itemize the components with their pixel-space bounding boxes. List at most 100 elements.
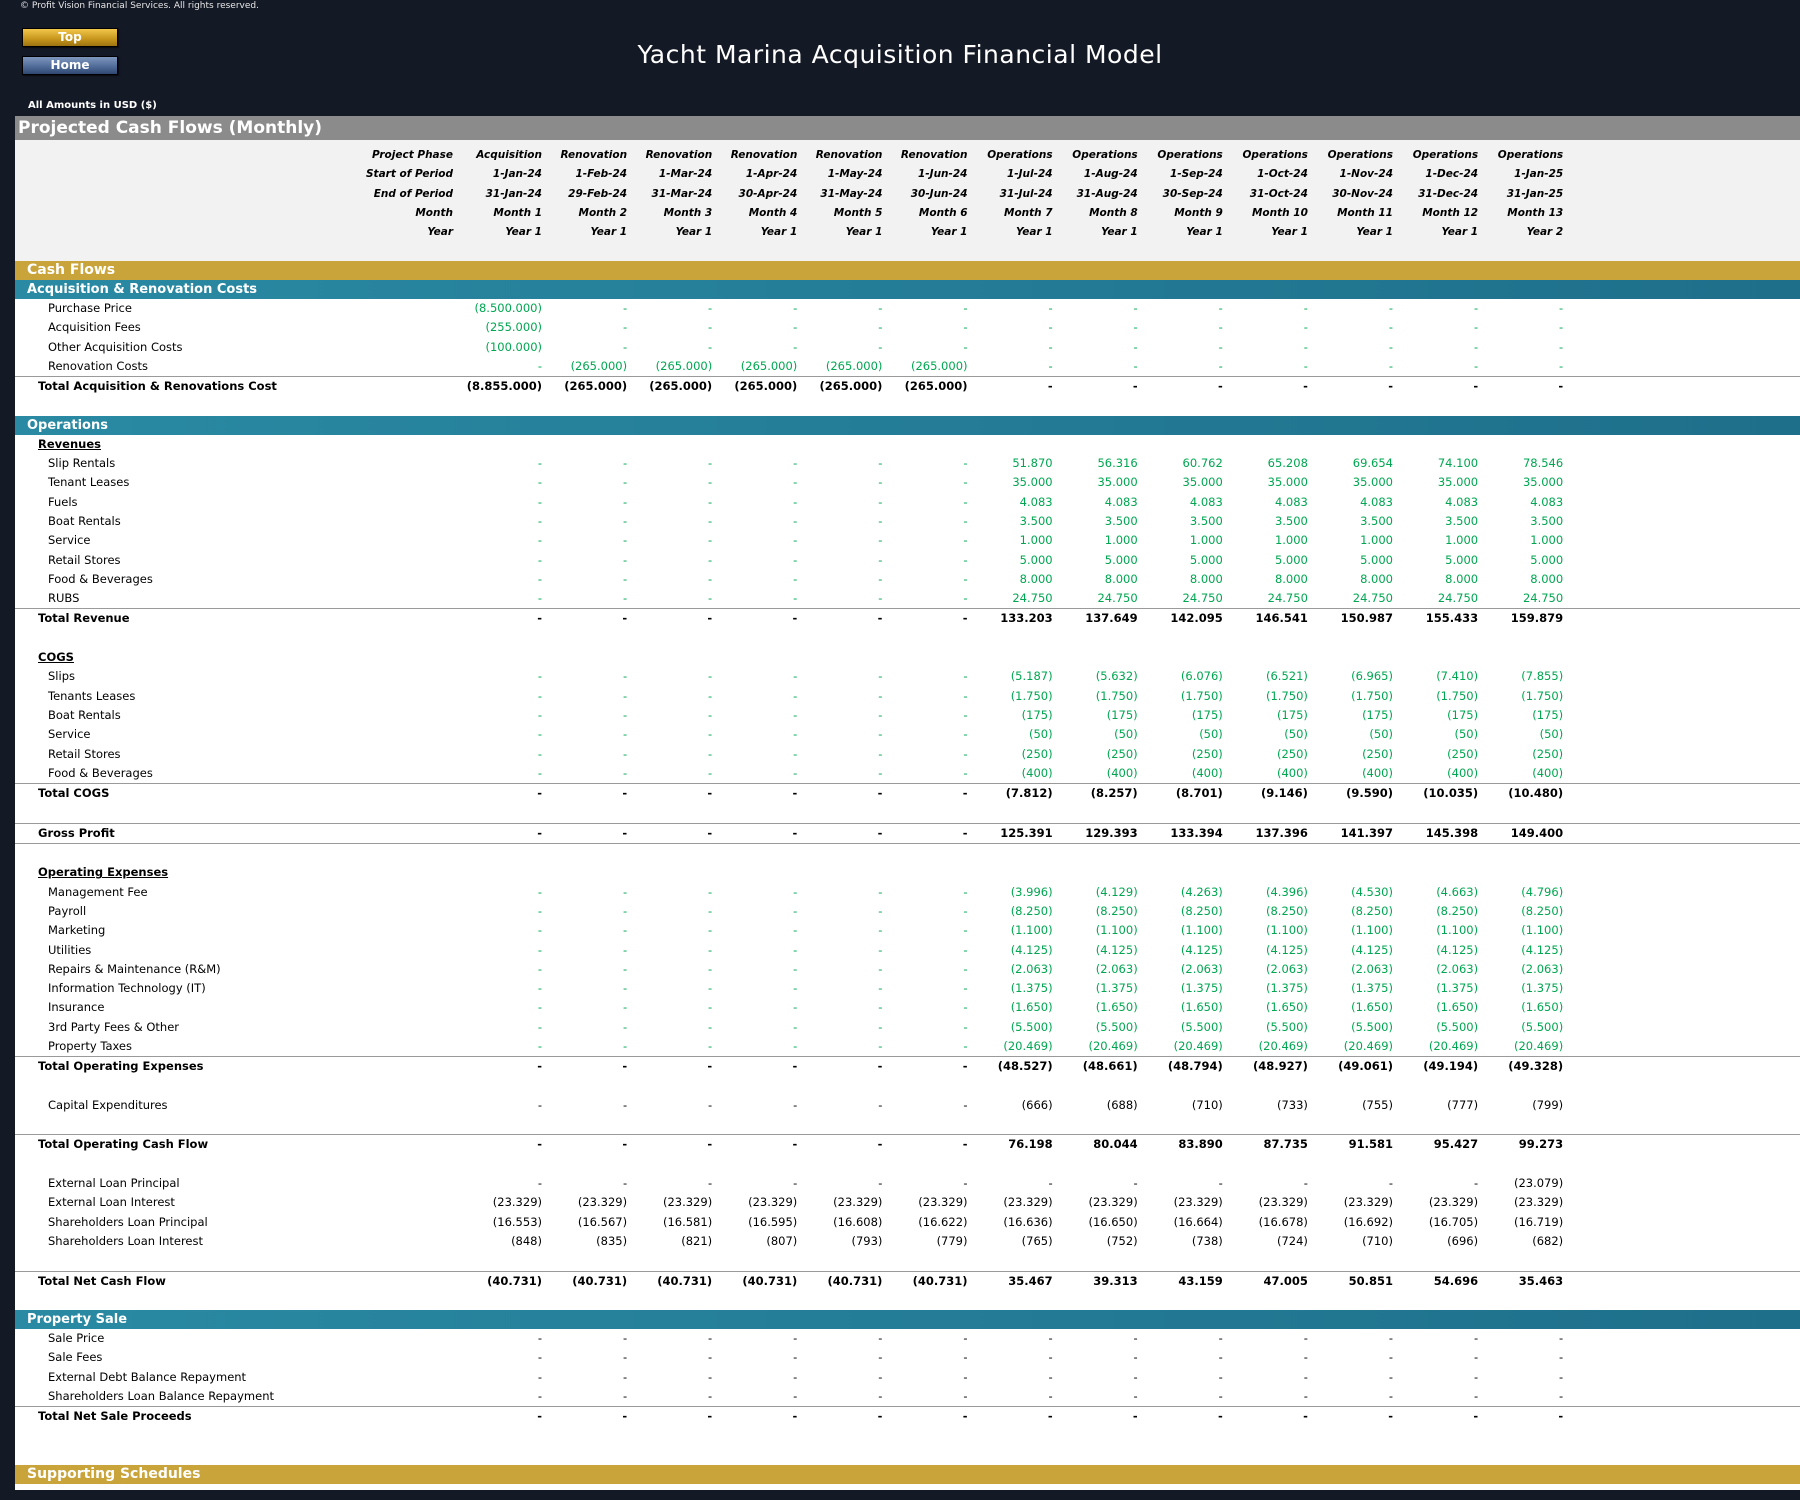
value-cell: - xyxy=(1133,1331,1138,1346)
value-cell: - xyxy=(537,1097,542,1112)
value-cell: 24.750 xyxy=(1182,591,1223,606)
value-cell: 3.500 xyxy=(1360,513,1393,528)
value-cell: (2.063) xyxy=(1351,961,1393,976)
value-cell: (16.692) xyxy=(1343,1214,1393,1229)
value-cell: - xyxy=(622,533,628,548)
value-cell: - xyxy=(537,475,542,490)
value-cell: 142.095 xyxy=(1170,611,1223,626)
value-cell: (9.146) xyxy=(1261,786,1308,801)
value-cell: (1.750) xyxy=(1095,688,1138,703)
value-cell: - xyxy=(793,456,798,471)
value-cell: - xyxy=(1048,358,1053,373)
value-cell: (4.125) xyxy=(1010,942,1053,957)
value-cell: - xyxy=(878,1176,883,1191)
line-item-row: 3rd Party Fees & Other - - - - - - (5.500) (5.50… xyxy=(15,1018,1800,1037)
value-cell: - xyxy=(963,923,968,938)
value-cell: - xyxy=(792,1059,798,1074)
spacer-row xyxy=(15,629,1800,648)
value-cell: - xyxy=(963,1389,968,1404)
line-item-row: Capital Expenditures - - - - - - (666) (688) (710… xyxy=(15,1096,1800,1115)
total-row: Total Net Cash Flow (40.731) (40.731) (40.7… xyxy=(15,1270,1800,1291)
subheading-row: COGS xyxy=(15,648,1800,667)
value-cell: (255.000) xyxy=(485,320,542,335)
value-cell: (1.650) xyxy=(1095,1000,1138,1015)
value-cell: - xyxy=(622,591,628,606)
row-label: Total Revenue xyxy=(38,611,130,626)
top-button[interactable]: Top xyxy=(22,28,118,47)
value-cell: (100.000) xyxy=(485,339,542,354)
value-cell: - xyxy=(878,746,883,761)
value-cell: (175) xyxy=(1191,707,1223,722)
value-cell: - xyxy=(877,1409,883,1424)
value-cell: - xyxy=(878,1000,883,1015)
value-cell: - xyxy=(708,320,713,335)
header-cell: 31-Jan-25 xyxy=(1506,187,1564,200)
value-cell: - xyxy=(1048,1369,1053,1384)
value-cell: (400) xyxy=(1276,765,1308,780)
value-cell: - xyxy=(1218,1369,1223,1384)
value-cell: 35.467 xyxy=(1008,1273,1053,1288)
value-cell: (16.622) xyxy=(918,1214,968,1229)
value-cell: - xyxy=(708,571,713,586)
value-cell: (6.521) xyxy=(1265,669,1308,684)
value-cell: 24.750 xyxy=(1012,591,1053,606)
header-label: Project Phase xyxy=(371,149,453,161)
value-cell: (7.812) xyxy=(1005,786,1053,801)
value-cell: (265.000) xyxy=(819,379,883,394)
page-title: Yacht Marina Acquisition Financial Model xyxy=(637,40,1163,69)
value-cell: (1.750) xyxy=(1265,688,1308,703)
value-cell: 35.000 xyxy=(1097,475,1138,490)
value-cell: - xyxy=(963,727,968,742)
line-item-row: Fuels - - - - - - 4.083 4.083 4.083 4.083 4.083 4.08… xyxy=(15,493,1800,512)
value-cell: 146.541 xyxy=(1255,611,1308,626)
value-cell: - xyxy=(622,669,628,684)
value-cell: (738) xyxy=(1191,1233,1223,1248)
value-cell: 149.400 xyxy=(1510,825,1564,840)
value-cell: (4.125) xyxy=(1521,942,1564,957)
subheading-row: Revenues xyxy=(15,435,1800,454)
value-cell: (250) xyxy=(1276,746,1308,761)
value-cell: (848) xyxy=(511,1233,542,1248)
copyright-text: © Profit Vision Financial Services. All … xyxy=(20,1,259,11)
value-cell: (4.125) xyxy=(1351,942,1393,957)
value-cell: - xyxy=(1559,1369,1564,1384)
value-cell: (2.063) xyxy=(1180,961,1223,976)
value-cell: - xyxy=(708,1331,713,1346)
value-cell: (1.375) xyxy=(1010,981,1053,996)
value-cell: (5.500) xyxy=(1351,1019,1393,1034)
header-cell: 1-Nov-24 xyxy=(1339,168,1393,181)
row-label: Fuels xyxy=(48,494,78,509)
value-cell: - xyxy=(1048,1331,1053,1346)
value-cell: (23.329) xyxy=(918,1195,968,1210)
value-cell: - xyxy=(1473,1176,1479,1191)
value-cell: - xyxy=(622,1019,628,1034)
header-cell: 1-Dec-24 xyxy=(1425,168,1479,181)
value-cell: - xyxy=(537,1019,542,1034)
row-label: Total Net Cash Flow xyxy=(38,1273,166,1288)
value-cell: 133.394 xyxy=(1170,825,1223,840)
header-cell: Renovation xyxy=(560,149,628,161)
value-cell: (49.194) xyxy=(1423,1059,1479,1074)
value-cell: (10.035) xyxy=(1423,786,1479,801)
value-cell: - xyxy=(963,961,968,976)
bottom-strip xyxy=(15,1490,1800,1500)
row-label: Service xyxy=(48,533,91,548)
value-cell: - xyxy=(1303,1176,1308,1191)
value-cell: (20.469) xyxy=(1258,1038,1308,1053)
value-cell: - xyxy=(878,533,883,548)
section-band-supporting-schedules: Supporting Schedules xyxy=(15,1465,1800,1485)
value-cell: - xyxy=(537,552,542,567)
header-cell: Renovation xyxy=(645,149,713,161)
value-cell: - xyxy=(708,707,713,722)
value-cell: (821) xyxy=(681,1233,713,1248)
value-cell: - xyxy=(878,1097,883,1112)
header-cell: Year 1 xyxy=(1271,226,1308,239)
value-cell: (4.125) xyxy=(1436,942,1479,957)
value-cell: - xyxy=(963,339,968,354)
value-cell: 24.750 xyxy=(1267,591,1308,606)
row-label: Tenant Leases xyxy=(48,475,130,490)
value-cell: (48.794) xyxy=(1167,1059,1223,1074)
header-cell: 31-Jan-24 xyxy=(485,187,542,200)
home-button[interactable]: Home xyxy=(22,56,118,75)
value-cell: 145.398 xyxy=(1425,825,1479,840)
